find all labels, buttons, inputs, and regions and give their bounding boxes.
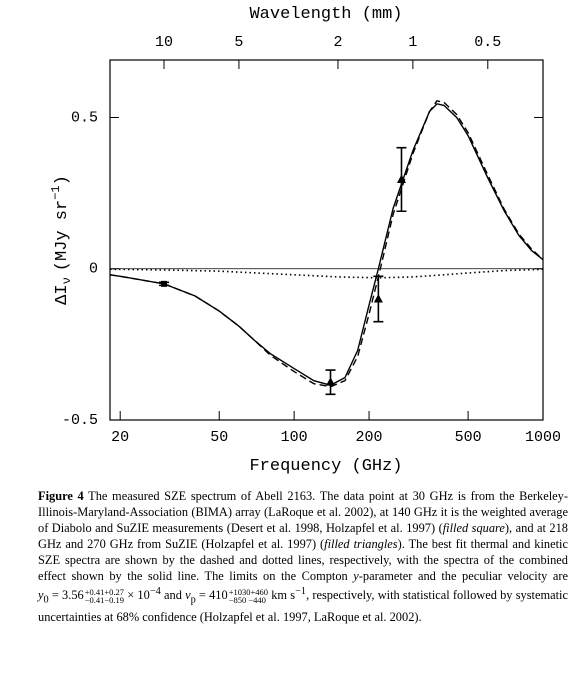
caption-text: The measured SZE spectrum of Abell 2163.…: [38, 489, 568, 535]
y-axis-title: ΔIν (MJy sr−1): [49, 175, 74, 305]
math-y0: y0 = 3.56 +0.41+0.27 −0.41−0.19 × 10−4: [38, 586, 161, 606]
caption-text: ). The best fit thermal and kinetic SZE …: [38, 537, 568, 583]
x-axis-title: Frequency (GHz): [249, 457, 402, 476]
caption-label: Figure 4: [38, 489, 84, 503]
caption-text: km s: [268, 588, 296, 603]
math-eq: = 3.56: [48, 588, 84, 603]
math-up: +1030+460: [228, 587, 269, 598]
y-tick-label: -0.5: [62, 412, 98, 429]
chart: Wavelength (mm) Frequency (GHz) ΔIν (MJy …: [49, 5, 561, 476]
x-tick-label: 1000: [525, 429, 561, 446]
y-title-sup: −1: [49, 185, 63, 199]
math-down: −850 −440: [228, 595, 266, 606]
data-point: [373, 293, 383, 303]
x2-tick-label: 2: [333, 34, 342, 51]
math-eq: = 410: [195, 588, 228, 603]
series-line: [110, 268, 544, 279]
math-symbol: y: [38, 588, 44, 603]
caption-italic: y: [353, 569, 359, 583]
math-up: +0.41+0.27: [84, 587, 125, 598]
series-line: [109, 100, 544, 388]
x2-tick-label: 5: [234, 34, 243, 51]
series-line: [109, 103, 544, 386]
caption-sup: −1: [295, 586, 307, 597]
y-title-main: ΔI: [53, 284, 72, 304]
y-tick-label: 0.5: [71, 109, 98, 126]
x-tick-label: 200: [356, 429, 383, 446]
data-point: [326, 377, 336, 386]
y-tick-label: 0: [89, 261, 98, 278]
math-vp: vp = 410 +1030+460 −850 −440: [185, 587, 269, 606]
x-tick-label: 100: [281, 429, 308, 446]
caption-text: ), and at 218 GHz and 270 GHz from SuZIE…: [38, 521, 568, 551]
data-point: [161, 280, 168, 287]
data-point: [396, 174, 406, 183]
caption-text: , respectively, with statistical followe…: [38, 588, 568, 624]
math-sub: p: [190, 594, 196, 606]
caption: Figure 4 The measured SZE spectrum of Ab…: [38, 488, 568, 625]
math-uncertainty: +1030+460 −850 −440: [228, 587, 269, 606]
x-tick-label: 500: [455, 429, 482, 446]
x-tick-label: 20: [111, 429, 129, 446]
y-title-close: ): [53, 175, 72, 185]
x2-tick-label: 0.5: [474, 34, 501, 51]
x2-tick-label: 10: [155, 34, 173, 51]
y-title-unit: (MJy sr: [53, 200, 72, 271]
math-sub: 0: [43, 594, 49, 606]
plot-frame: [109, 59, 544, 421]
caption-text: and: [160, 588, 186, 603]
x2-tick-label: 1: [408, 34, 417, 51]
math-exp: −4: [149, 586, 161, 597]
caption-italic: filled triangles: [324, 537, 398, 551]
math-uncertainty: +0.41+0.27 −0.41−0.19: [84, 587, 125, 606]
math-times: × 10: [124, 588, 150, 603]
y-title-sub: ν: [60, 277, 74, 284]
x-tick-label: 50: [210, 429, 228, 446]
caption-italic: filled square: [442, 521, 505, 535]
math-symbol: v: [185, 588, 191, 603]
math-down: −0.41−0.19: [84, 595, 125, 606]
x2-axis-title: Wavelength (mm): [249, 5, 402, 24]
caption-text: -parameter and the peculiar velocity are: [358, 569, 568, 583]
